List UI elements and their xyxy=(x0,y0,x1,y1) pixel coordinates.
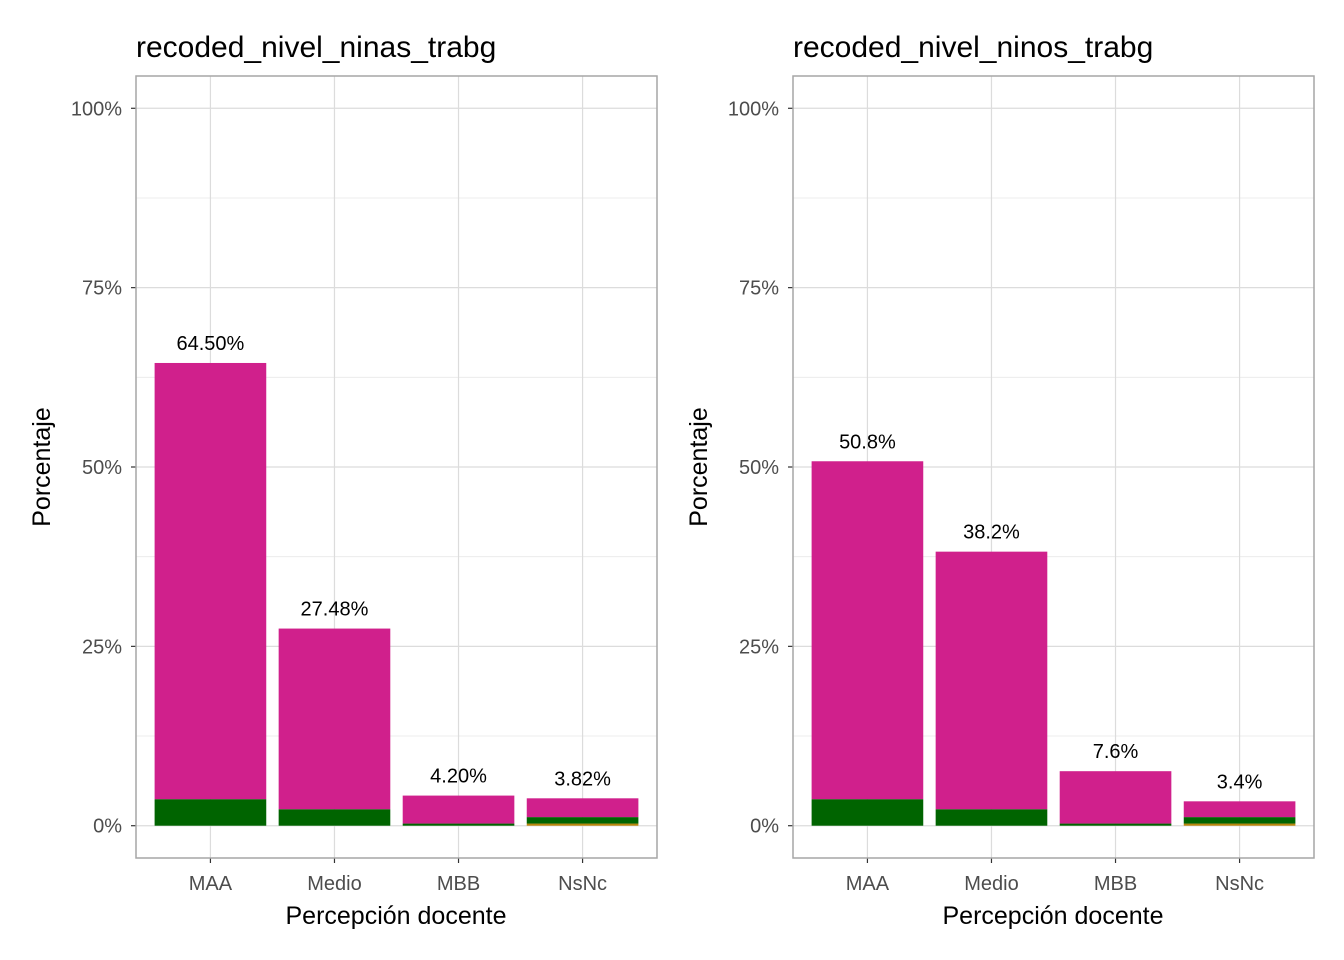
x-tick-label: Medio xyxy=(964,873,1018,895)
y-tick-label: 100% xyxy=(728,98,779,120)
bar-data-label: 4.20% xyxy=(430,766,487,788)
bar-segment xyxy=(402,795,515,824)
bar-data-label: 38.2% xyxy=(963,522,1020,544)
y-axis-title: Porcentaje xyxy=(28,407,56,527)
bar-segment xyxy=(935,551,1048,810)
bar-segment xyxy=(1183,823,1296,826)
bar-segment xyxy=(154,362,267,800)
panel-border xyxy=(792,75,1315,859)
bar-segment xyxy=(526,817,639,824)
y-tick-label: 100% xyxy=(71,98,122,120)
x-tick-label: MBB xyxy=(1094,873,1137,895)
bar-segment xyxy=(526,798,639,818)
x-axis-title: Percepción docente xyxy=(943,902,1164,930)
x-axis-title: Percepción docente xyxy=(286,902,507,930)
bar-data-label: 3.4% xyxy=(1217,771,1263,793)
y-axis-title: Porcentaje xyxy=(685,407,713,527)
bar-data-label: 50.8% xyxy=(839,431,896,453)
y-tick-label: 25% xyxy=(82,636,122,658)
bar-data-label: 3.82% xyxy=(554,768,611,790)
chart-title: recoded_nivel_ninas_trabg xyxy=(136,31,496,64)
y-tick-label: 0% xyxy=(93,816,122,838)
x-tick-label: MAA xyxy=(846,873,890,895)
y-tick-label: 75% xyxy=(82,278,122,300)
bar-segment xyxy=(811,799,924,826)
bar-segment xyxy=(526,823,639,826)
chart-panel-ninas: 0% 25% 50% 75% 100% 64.50% MAA 27.48% Medio 4.20%… xyxy=(28,31,658,930)
bar-segment xyxy=(1183,801,1296,818)
bar-segment xyxy=(935,809,1048,826)
chart-title: recoded_nivel_ninos_trabg xyxy=(793,31,1153,64)
y-tick-label: 0% xyxy=(750,816,779,838)
bar-segment xyxy=(1183,817,1296,824)
x-tick-label: MAA xyxy=(189,873,233,895)
y-tick-label: 50% xyxy=(739,457,779,479)
y-tick-label: 75% xyxy=(739,278,779,300)
x-tick-label: NsNc xyxy=(558,873,607,895)
x-tick-label: NsNc xyxy=(1215,873,1264,895)
x-tick-label: MBB xyxy=(437,873,480,895)
plot-area: 0% 25% 50% 75% 100% 64.50% MAA 27.48% Medio 4.20%… xyxy=(71,75,658,895)
bar-segment xyxy=(1059,823,1172,826)
bar-segment xyxy=(278,628,391,810)
bar-segment xyxy=(1059,771,1172,824)
panel-border xyxy=(135,75,658,859)
bar-segment xyxy=(402,823,515,826)
bar-data-label: 7.6% xyxy=(1093,741,1139,763)
x-tick-label: Medio xyxy=(307,873,361,895)
plot-area: 0% 25% 50% 75% 100% 50.8% MAA 38.2% Medio 7.6% MBB… xyxy=(728,75,1315,895)
bar-segment xyxy=(811,461,924,800)
bar-segment xyxy=(154,799,267,826)
y-tick-label: 25% xyxy=(739,636,779,658)
chart-panel-ninos: 0% 25% 50% 75% 100% 50.8% MAA 38.2% Medio 7.6% MBB… xyxy=(685,31,1315,930)
bar-segment xyxy=(278,809,391,826)
bar-data-label: 27.48% xyxy=(301,599,369,621)
y-tick-label: 50% xyxy=(82,457,122,479)
bar-data-label: 64.50% xyxy=(177,333,245,355)
